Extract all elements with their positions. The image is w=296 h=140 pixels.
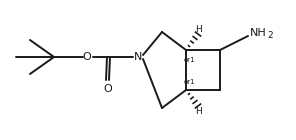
- Text: O: O: [104, 84, 112, 94]
- Text: or1: or1: [184, 57, 196, 63]
- Text: 2: 2: [267, 32, 273, 40]
- Text: or1: or1: [184, 79, 196, 85]
- Text: NH: NH: [250, 28, 267, 38]
- Text: H: H: [196, 24, 202, 33]
- Text: N: N: [134, 52, 142, 62]
- Text: H: H: [196, 107, 202, 116]
- Text: O: O: [83, 52, 91, 62]
